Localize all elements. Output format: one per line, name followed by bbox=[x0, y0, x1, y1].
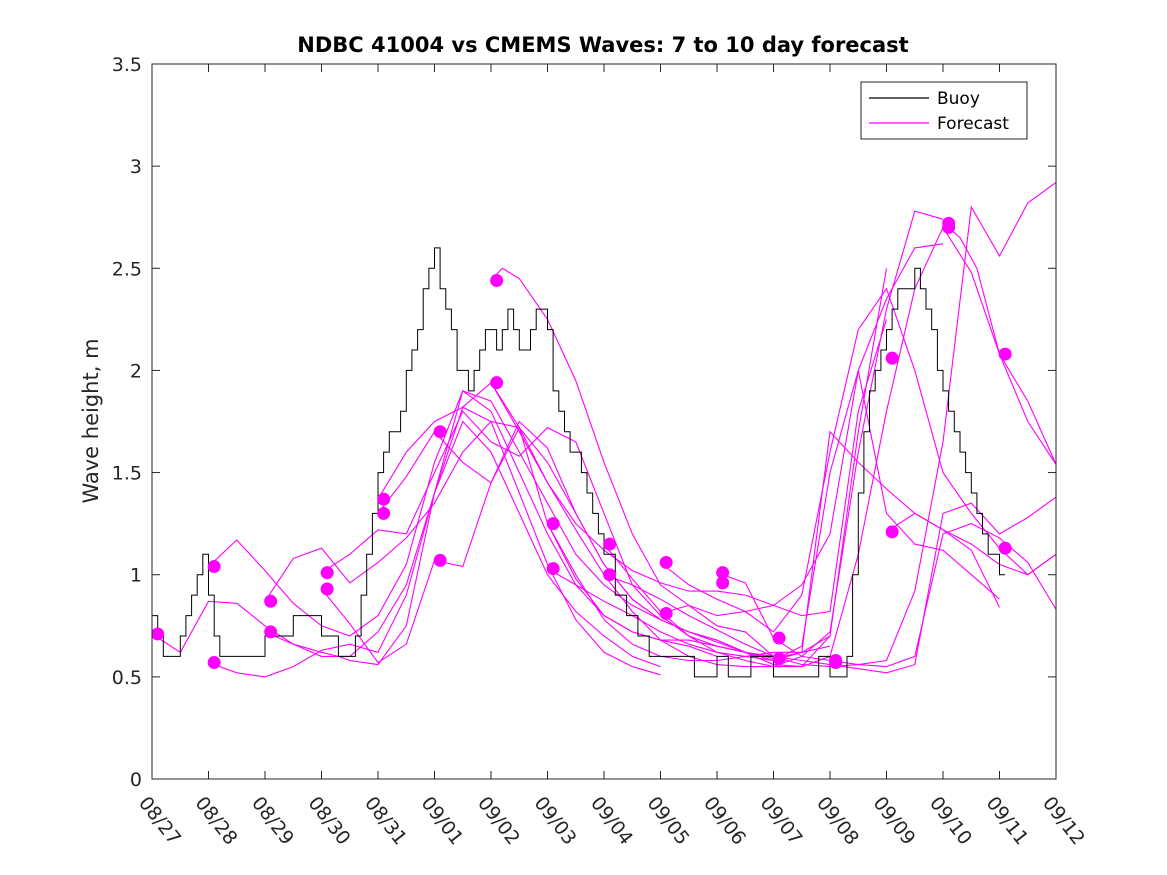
forecast-marker-10 bbox=[433, 553, 447, 567]
y-tick-label-0: 0 bbox=[130, 769, 142, 791]
forecast-marker-21 bbox=[772, 631, 786, 645]
forecast-marker-30 bbox=[998, 541, 1012, 555]
chart-title: NDBC 41004 vs CMEMS Waves: 7 to 10 day f… bbox=[297, 33, 908, 57]
y-tick-label-2: 1 bbox=[130, 565, 142, 587]
forecast-marker-20 bbox=[716, 576, 730, 590]
forecast-marker-4 bbox=[264, 625, 278, 639]
forecast-marker-28 bbox=[942, 220, 956, 234]
forecast-line-15 bbox=[660, 287, 1056, 633]
plot-area bbox=[152, 182, 1056, 678]
y-tick-label-4: 2 bbox=[130, 360, 142, 382]
y-axis-label: Wave height, m bbox=[79, 338, 103, 503]
forecast-line-7 bbox=[377, 319, 888, 617]
forecast-line-16 bbox=[660, 496, 1056, 674]
legend-box bbox=[860, 81, 1028, 140]
forecast-marker-18 bbox=[659, 607, 673, 621]
forecast-marker-6 bbox=[320, 582, 334, 596]
forecast-marker-14 bbox=[546, 562, 560, 576]
y-tick-label-6: 3 bbox=[130, 156, 142, 178]
forecast-marker-25 bbox=[885, 351, 899, 365]
forecast-marker-9 bbox=[433, 425, 447, 439]
forecast-line-19 bbox=[942, 222, 1056, 465]
forecast-marker-12 bbox=[490, 376, 504, 390]
buoy-line bbox=[152, 247, 1006, 678]
y-tick-label-7: 3.5 bbox=[112, 54, 142, 76]
forecast-marker-1 bbox=[207, 560, 221, 574]
forecast-marker-11 bbox=[490, 274, 504, 288]
forecast-marker-16 bbox=[603, 568, 617, 582]
forecast-marker-15 bbox=[603, 537, 617, 551]
y-tick-label-1: 0.5 bbox=[112, 667, 142, 689]
forecast-marker-22 bbox=[772, 651, 786, 665]
legend-buoy-label: Buoy bbox=[937, 89, 980, 109]
forecast-marker-17 bbox=[659, 555, 673, 569]
forecast-marker-19 bbox=[716, 566, 730, 580]
forecast-marker-24 bbox=[829, 656, 843, 670]
legend: Buoy Forecast bbox=[860, 81, 1028, 140]
forecast-marker-29 bbox=[998, 347, 1012, 361]
forecast-line-18 bbox=[886, 512, 1056, 576]
forecast-marker-26 bbox=[885, 525, 899, 539]
forecast-marker-5 bbox=[320, 566, 334, 580]
forecast-marker-3 bbox=[264, 594, 278, 608]
forecast-marker-7 bbox=[377, 492, 391, 506]
forecast-line-9 bbox=[490, 243, 944, 617]
y-tick-label-5: 2.5 bbox=[112, 258, 142, 280]
forecast-marker-13 bbox=[546, 517, 560, 531]
legend-forecast-label: Forecast bbox=[937, 114, 1009, 134]
forecast-line-0 bbox=[152, 420, 661, 668]
forecast-marker-0 bbox=[152, 627, 165, 641]
forecast-marker-2 bbox=[207, 656, 221, 670]
forecast-marker-8 bbox=[377, 506, 391, 520]
y-tick-label-3: 1.5 bbox=[112, 463, 142, 485]
